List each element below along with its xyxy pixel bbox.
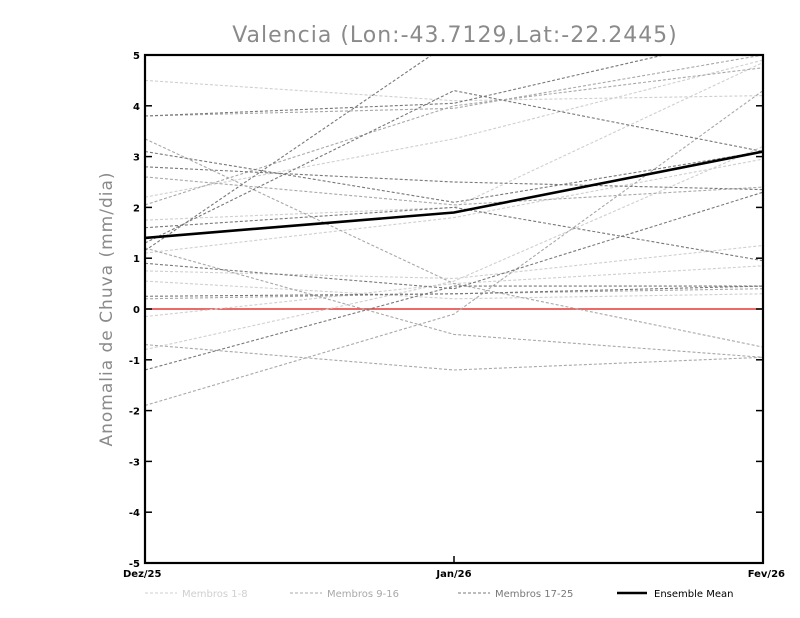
x-tick-label: Jan/26 (435, 569, 471, 580)
member-series-line (145, 59, 763, 198)
ensemble-mean-line (145, 150, 763, 240)
legend-entry-label: Membros 9-16 (327, 589, 399, 600)
member-series-line (145, 55, 763, 117)
y-tick-label: -1 (129, 356, 140, 367)
y-tick-label: 5 (133, 51, 140, 62)
y-tick-label: -2 (129, 407, 140, 418)
member-series-line (145, 158, 763, 254)
member-series-line (145, 90, 763, 407)
member-series-line (145, 288, 763, 300)
legend-entry-label: Membros 17-25 (495, 589, 573, 600)
y-tick-label: -4 (129, 508, 140, 519)
chart-title: Valencia (Lon:-43.7129,Lat:-22.2445) (232, 23, 678, 48)
member-series-line (145, 138, 763, 348)
x-tick-label: Dez/25 (123, 569, 162, 580)
legend: Membros 1-8 Membros 9-16 Membros 17-25 Ense… (145, 589, 733, 600)
member-series-line (145, 67, 763, 206)
member-series-line (145, 79, 763, 102)
member-series-line (145, 191, 763, 290)
legend-entry-label: Ensemble Mean (654, 589, 733, 600)
y-axis-label: Anomalia de Chuva (mm/dia) (97, 171, 117, 446)
member-series-line (145, 344, 763, 371)
legend-entry-label: Membros 1-8 (182, 589, 248, 600)
member-series-line (145, 247, 763, 358)
y-tick-label: -5 (129, 559, 140, 570)
y-tick-label: 0 (133, 305, 140, 316)
member-series-line (145, 280, 763, 300)
member-series-line (145, 285, 763, 297)
series-group (145, 55, 763, 407)
member-series-line (145, 145, 763, 351)
member-series-line (145, 150, 763, 203)
y-tick-label: 1 (133, 254, 140, 265)
member-series-line (145, 166, 763, 191)
y-tick-label: 2 (133, 203, 140, 214)
y-tick-label: 3 (133, 153, 140, 164)
plot-area: -5 -4 -3 -2 -1 0 1 2 3 4 5 Dez/25 Jan/26 Fev/26 (123, 51, 785, 580)
y-tick-label: -3 (129, 457, 140, 468)
member-series-line (145, 285, 763, 371)
member-series-line (145, 62, 763, 221)
member-series-line (145, 244, 763, 280)
y-tick-label: 4 (133, 102, 140, 113)
member-series-line (145, 206, 763, 262)
member-series-line (145, 176, 763, 206)
member-series-line (145, 55, 433, 252)
x-tick-label: Fev/26 (748, 569, 785, 580)
